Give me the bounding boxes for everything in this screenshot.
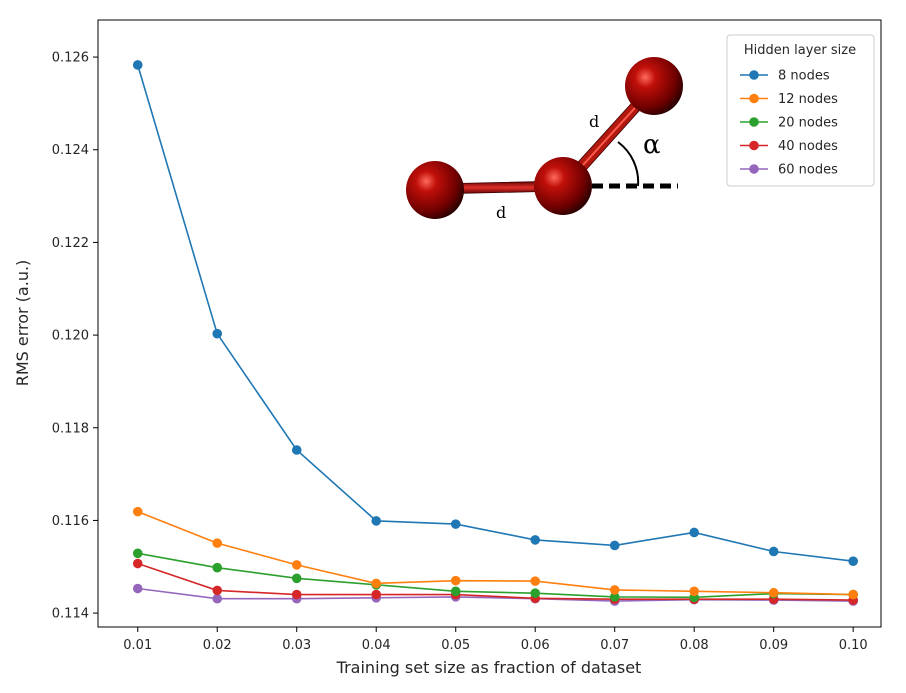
legend-marker: [749, 140, 759, 151]
legend-label: 8 nodes: [778, 69, 830, 84]
x-tick-label: 0.05: [441, 638, 470, 653]
x-tick-label: 0.07: [600, 638, 629, 653]
data-point: [609, 585, 620, 595]
angle-label: α: [643, 130, 661, 160]
data-point: [371, 578, 382, 589]
data-point: [450, 519, 461, 529]
series-8-nodes: [132, 60, 858, 567]
legend-marker: [749, 117, 759, 127]
data-point: [132, 583, 143, 594]
series-layer: [132, 60, 858, 606]
molecule-inset: d d α: [406, 57, 683, 222]
legend-box: [726, 34, 875, 187]
x-axis: 0.01 0.02 0.03 0.04 0.05 0.06 0.07 0.08 0.09 0.10: [123, 627, 868, 653]
legend: Hidden layer size 8 nodes 12 nodes 20 node…: [726, 34, 875, 187]
data-point: [212, 593, 223, 604]
legend-marker: [749, 70, 759, 80]
x-tick-label: 0.09: [759, 638, 788, 653]
legend-label: 20 nodes: [778, 116, 838, 131]
data-point: [768, 587, 779, 598]
data-point: [132, 60, 143, 70]
plot-frame: [97, 19, 882, 628]
data-point: [450, 575, 461, 586]
x-tick-label: 0.02: [203, 638, 232, 653]
legend-item: 8 nodes: [740, 69, 830, 84]
data-point: [689, 527, 699, 538]
legend-label: 12 nodes: [778, 92, 838, 107]
data-point: [848, 589, 858, 600]
series-40-nodes: [132, 558, 858, 605]
data-point: [609, 592, 620, 602]
x-tick-label: 0.08: [680, 638, 709, 653]
x-tick-label: 0.04: [362, 638, 391, 653]
legend-label: 40 nodes: [778, 139, 838, 154]
data-point: [371, 589, 382, 600]
data-point: [132, 558, 143, 569]
series-line: [137, 552, 854, 599]
series-line: [137, 510, 854, 596]
y-tick-label: 0.122: [52, 236, 89, 251]
data-point: [530, 588, 541, 598]
atom-top: [625, 57, 683, 115]
y-axis: 0.114 0.116 0.118 0.120 0.122 0.124 0.126: [52, 51, 98, 622]
legend-title: Hidden layer size: [744, 43, 856, 58]
y-tick-label: 0.116: [52, 514, 89, 529]
series-line: [137, 562, 854, 601]
data-point: [689, 586, 699, 597]
bond-length-label-2: d: [496, 203, 506, 222]
legend-marker: [749, 93, 759, 104]
bond-length-label-1: d: [589, 112, 599, 131]
legend-item: 40 nodes: [740, 139, 838, 154]
y-tick-label: 0.124: [52, 143, 89, 158]
legend-item: 12 nodes: [740, 92, 838, 107]
data-point: [609, 540, 620, 551]
legend-marker: [749, 164, 759, 174]
data-point: [371, 516, 382, 526]
data-point: [291, 573, 302, 584]
data-point: [212, 328, 223, 339]
x-axis-label: Training set size as fraction of dataset: [336, 658, 642, 677]
data-point: [212, 585, 223, 596]
legend-label: 60 nodes: [778, 163, 838, 178]
data-point: [768, 546, 779, 557]
data-point: [291, 560, 302, 570]
legend-item: 20 nodes: [740, 116, 838, 131]
y-tick-label: 0.114: [52, 607, 89, 622]
atom-left: [406, 161, 464, 219]
y-axis-label: RMS error (a.u.): [13, 260, 32, 387]
y-tick-label: 0.118: [52, 421, 89, 436]
data-point: [132, 548, 143, 559]
legend-item: 60 nodes: [740, 163, 838, 178]
data-point: [132, 506, 143, 517]
x-tick-label: 0.06: [521, 638, 550, 653]
series-20-nodes: [132, 548, 858, 603]
x-tick-label: 0.03: [282, 638, 311, 653]
angle-arc: [617, 141, 640, 187]
data-point: [212, 562, 223, 573]
data-point: [291, 445, 302, 455]
data-point: [450, 586, 461, 597]
x-tick-label: 0.10: [839, 638, 868, 653]
data-point: [291, 589, 302, 600]
x-tick-label: 0.01: [123, 638, 152, 653]
data-point: [848, 556, 858, 567]
series-line: [136, 64, 854, 562]
y-tick-label: 0.126: [52, 51, 89, 66]
y-tick-label: 0.120: [52, 329, 89, 344]
atom-center: [534, 157, 592, 215]
data-point: [530, 535, 541, 545]
data-point: [212, 538, 223, 548]
series-12-nodes: [132, 506, 858, 600]
data-point: [530, 576, 541, 586]
